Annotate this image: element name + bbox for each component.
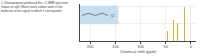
svg-text:100: 100 xyxy=(137,44,144,49)
svg-text:1-Chloropropane produced the ¹: 1-Chloropropane produced the ¹³C NMR spe… xyxy=(1,1,68,13)
svg-text:Cl: Cl xyxy=(111,14,114,18)
svg-text:Chemical shift (ppm): Chemical shift (ppm) xyxy=(120,49,157,54)
svg-text:150: 150 xyxy=(112,44,119,49)
svg-text:0: 0 xyxy=(190,44,193,49)
svg-text:50: 50 xyxy=(164,44,169,49)
svg-text:200: 200 xyxy=(87,44,94,49)
